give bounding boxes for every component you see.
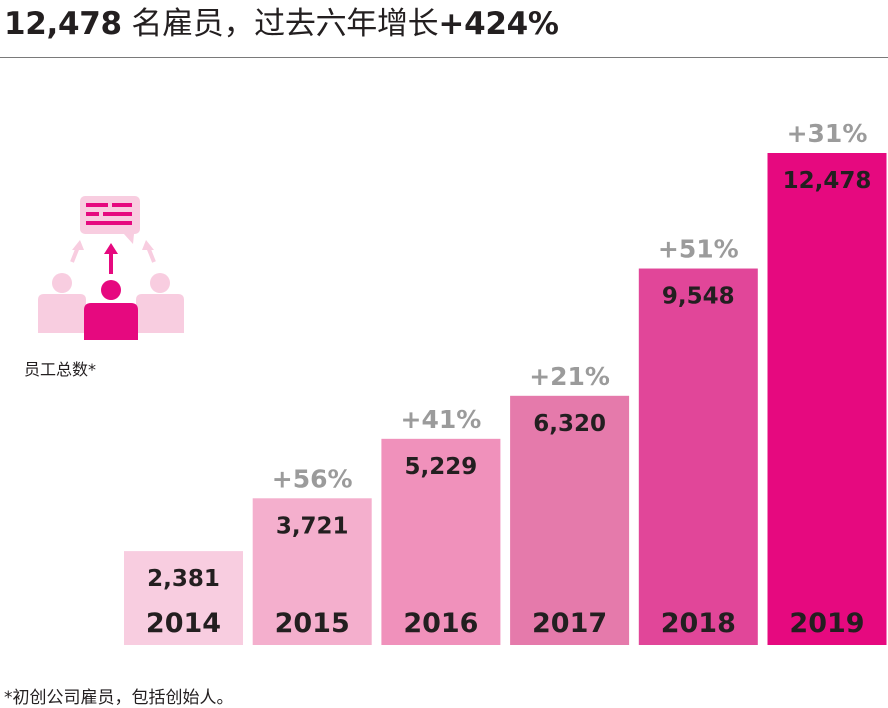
bar-year-2018: 2018 (661, 608, 736, 639)
bars-group: 2,381 2014 3,721 2015 +56% 5,229 2016 +41% 6,320… (124, 119, 887, 645)
bar-growth-2019: +31% (787, 119, 868, 148)
team-feedback-icon (38, 196, 184, 340)
bar-2018 (638, 268, 758, 645)
bar-value-2015: 3,721 (276, 513, 349, 539)
bar-growth-2015: +56% (272, 464, 353, 493)
headline-growth: +424% (438, 6, 559, 42)
bar-value-2017: 6,320 (533, 411, 606, 437)
bar-year-2016: 2016 (403, 608, 478, 639)
bar-value-2016: 5,229 (405, 454, 478, 480)
bar-year-2014: 2014 (146, 608, 221, 639)
headline-count: 12,478 (4, 6, 122, 42)
bar-year-2017: 2017 (532, 608, 607, 639)
bar-2017 (510, 395, 630, 645)
bar-value-2019: 12,478 (783, 168, 872, 194)
bar-growth-2017: +21% (529, 362, 610, 391)
bar-growth-2018: +51% (658, 235, 739, 264)
bar-2014 (124, 551, 243, 645)
bar-value-2018: 9,548 (662, 284, 735, 310)
bar-2015 (252, 498, 372, 645)
bar-year-2019: 2019 (789, 608, 864, 639)
footnote: *初创公司雇员，包括创始人。 (4, 688, 234, 708)
bar-growth-2016: +41% (401, 405, 482, 434)
title-divider (0, 57, 888, 58)
bar-value-2014: 2,381 (147, 566, 220, 592)
icon-label: 员工总数* (24, 360, 97, 379)
bar-2019 (767, 153, 887, 645)
headline-text: 名雇员，过去六年增长 (121, 6, 439, 42)
bar-year-2015: 2015 (275, 608, 350, 639)
bar-2016 (381, 438, 501, 645)
page-title: 12,478 名雇员，过去六年增长+424% (4, 2, 559, 46)
